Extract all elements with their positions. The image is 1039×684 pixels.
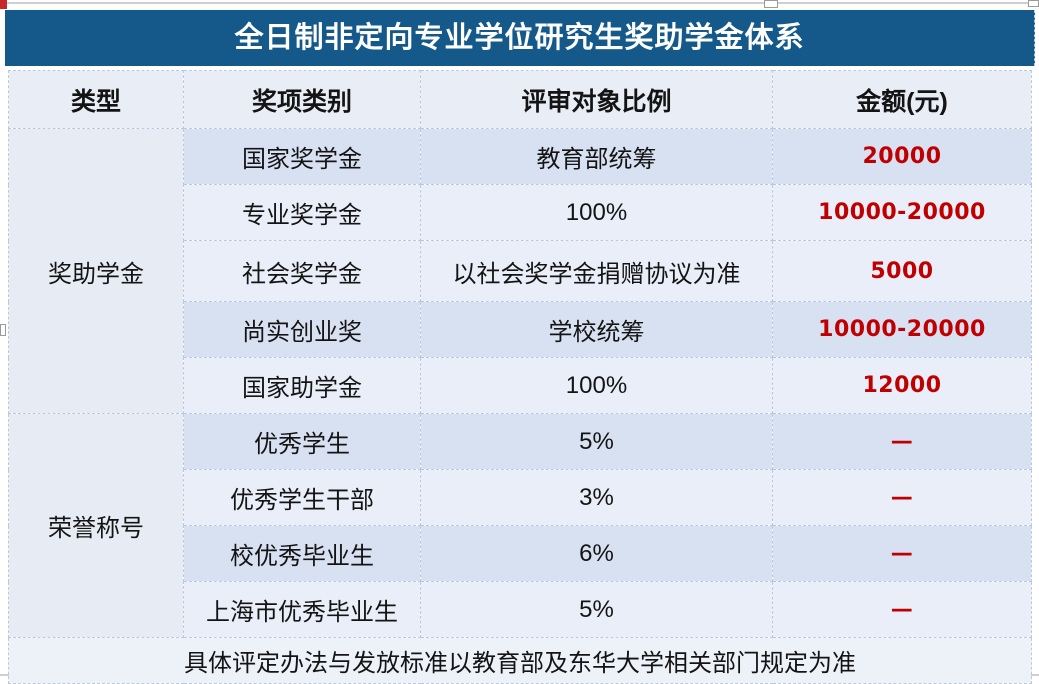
amount-cell: — [772, 525, 1032, 582]
table-row: 奖助学金 国家奖学金 教育部统筹 20000 [8, 128, 1032, 414]
category-cell: 上海市优秀毕业生 [183, 581, 421, 638]
type-group-cell: 奖助学金 [8, 128, 184, 414]
category-cell: 国家助学金 [183, 357, 421, 414]
selection-handle-left[interactable] [0, 324, 6, 336]
selection-handle-top-right[interactable] [1028, 0, 1039, 7]
amount-cell: 10000-20000 [772, 184, 1032, 241]
table-title: 全日制非定向专业学位研究生奖助学金体系 [5, 10, 1035, 66]
amount-cell: 10000-20000 [772, 301, 1032, 358]
scholarship-table: 类型 奖项类别 评审对象比例 金额(元) 奖助学金 国家奖学金 教育部统筹 20000… [8, 70, 1032, 684]
header-row: 类型 奖项类别 评审对象比例 金额(元) [8, 70, 1032, 129]
red-corner-mark [0, 0, 7, 9]
footer-row: 具体评定办法与发放标准以教育部及东华大学相关部门规定为准 [8, 637, 1032, 684]
ratio-cell: 5% [420, 413, 773, 470]
type-group-cell: 荣誉称号 [8, 413, 184, 638]
amount-cell: — [772, 413, 1032, 470]
table-row: 优秀学生干部 3% — [9, 469, 1032, 526]
category-cell: 国家奖学金 [183, 128, 421, 185]
ratio-cell: 5% [420, 581, 773, 638]
table-body: 奖助学金 国家奖学金 教育部统筹 20000 专业奖学金 100% 10000-20000 社… [8, 128, 1032, 638]
amount-cell: 5000 [772, 240, 1032, 302]
table-row: 国家助学金 100% 12000 [9, 357, 1032, 414]
slide-guide-line-top [0, 2, 1036, 4]
table-row: 尚实创业奖 学校统筹 10000-20000 [9, 301, 1032, 358]
table-row: 上海市优秀毕业生 5% — [9, 581, 1032, 638]
ratio-cell: 100% [420, 357, 773, 414]
ratio-cell: 教育部统筹 [420, 128, 773, 185]
table-row: 校优秀毕业生 6% — [9, 525, 1032, 582]
ratio-cell: 3% [420, 469, 773, 526]
category-cell: 优秀学生干部 [183, 469, 421, 526]
category-cell: 专业奖学金 [183, 184, 421, 241]
column-header-ratio: 评审对象比例 [420, 70, 773, 129]
column-header-amount: 金额(元) [772, 70, 1032, 129]
table-row: 专业奖学金 100% 10000-20000 [9, 184, 1032, 241]
category-cell: 尚实创业奖 [183, 301, 421, 358]
column-header-type: 类型 [8, 70, 184, 129]
amount-cell: — [772, 469, 1032, 526]
footer-note: 具体评定办法与发放标准以教育部及东华大学相关部门规定为准 [8, 637, 1032, 684]
category-cell: 校优秀毕业生 [183, 525, 421, 582]
ratio-cell: 100% [420, 184, 773, 241]
column-header-award: 奖项类别 [183, 70, 421, 129]
table-row: 社会奖学金 以社会奖学金捐赠协议为准 5000 [9, 240, 1032, 302]
amount-cell: 12000 [772, 357, 1032, 414]
category-cell: 优秀学生 [183, 413, 421, 470]
amount-cell: — [772, 581, 1032, 638]
table-row: 荣誉称号 优秀学生 5% — [8, 413, 1032, 638]
ratio-cell: 学校统筹 [420, 301, 773, 358]
scholarship-table-panel: 全日制非定向专业学位研究生奖助学金体系 类型 奖项类别 评审对象比例 金额(元)… [5, 10, 1035, 684]
amount-cell: 20000 [772, 128, 1032, 185]
ratio-cell: 6% [420, 525, 773, 582]
category-cell: 社会奖学金 [183, 240, 421, 302]
selection-handle-top[interactable] [764, 0, 778, 8]
ratio-cell: 以社会奖学金捐赠协议为准 [420, 240, 773, 302]
